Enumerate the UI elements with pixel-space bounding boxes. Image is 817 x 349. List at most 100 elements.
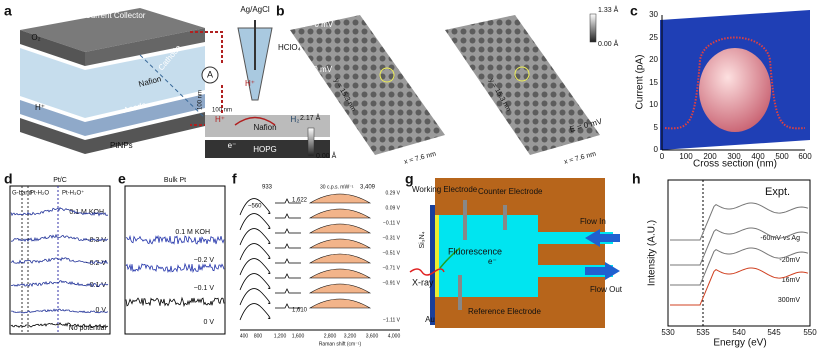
annotation: 400: [240, 333, 249, 339]
annotation: Intensity (A.U.): [647, 220, 658, 286]
annotation: Current Collector: [85, 11, 146, 20]
spectrum: [275, 288, 301, 294]
spectrum: [239, 258, 271, 276]
annotation: 0: [654, 145, 659, 154]
spectrum: [275, 303, 301, 309]
annotation: 0.09 V: [386, 205, 401, 211]
trace: [125, 296, 225, 308]
spectrum: [275, 198, 301, 204]
annotation: 500: [775, 152, 789, 161]
annotation: x = 7.6 nm: [403, 151, 437, 166]
annotation: O₂: [31, 33, 40, 42]
peak: [308, 268, 372, 279]
spectrum: [239, 243, 271, 261]
annotation: 0 V: [95, 307, 106, 314]
panel-d-art: [9, 185, 111, 335]
annotation: Nafion: [253, 123, 276, 132]
annotation: E = 800 mV: [290, 65, 333, 74]
spectrum: [275, 273, 301, 279]
peak: [308, 283, 372, 294]
annotation: 30 c.p.s. mW⁻¹: [320, 184, 354, 190]
annotation: 3,200: [344, 333, 357, 339]
annotation: ~560: [248, 204, 262, 210]
trace: [10, 322, 109, 329]
annotation: H⁺: [245, 79, 255, 88]
annotation: e⁻: [228, 141, 237, 150]
annotation: H⁺: [215, 115, 225, 124]
annotation: 100: [679, 152, 693, 161]
spectrum: [275, 213, 301, 219]
annotation: 540: [732, 328, 746, 337]
annotation: 1,600: [292, 333, 305, 339]
annotation: Counter Electrode: [478, 187, 543, 196]
xas-curve: [670, 267, 809, 306]
panel-e-art: [124, 185, 226, 335]
annotation: 2.17 Å: [300, 113, 321, 122]
annotation: 200: [703, 152, 717, 161]
peak: [308, 253, 372, 264]
annotation: Energy (eV): [713, 338, 766, 349]
annotation: 0.1 M KOH: [69, 209, 104, 216]
panel-label: a: [4, 3, 12, 19]
xas-curve: [670, 247, 809, 286]
panel-label: c: [630, 3, 638, 19]
annotation: 400: [751, 152, 765, 161]
annotation: 535: [696, 328, 710, 337]
trace: [125, 262, 225, 274]
annotation: 100 nm: [212, 108, 232, 114]
xas-curve: [670, 227, 809, 266]
annotation: 5: [654, 123, 659, 132]
trace: [11, 233, 109, 242]
xas-curve: [670, 202, 809, 241]
annotation: 100 nm: [198, 90, 204, 110]
annotation: 600: [798, 152, 812, 161]
annotation: Reference Electrode: [468, 307, 541, 316]
annotation: G-band: [12, 191, 32, 197]
annotation: 15: [649, 78, 658, 87]
annotation: −0.2 V: [194, 257, 215, 264]
annotation: −0.31 V: [383, 235, 401, 241]
peak: [308, 193, 372, 204]
annotation: Au: [425, 315, 435, 324]
annotation: −0.91 V: [383, 280, 401, 286]
annotation: 1.33 Å: [598, 5, 619, 14]
panel-label: f: [232, 171, 237, 187]
annotation: 0.00 Å: [598, 39, 619, 48]
annotation: −0.51 V: [383, 250, 401, 256]
annotation: Si₃N₄: [419, 231, 426, 248]
annotation: 20: [649, 55, 658, 64]
annotation: Bulk Pt: [164, 177, 186, 184]
annotation: 1,200: [274, 333, 287, 339]
annotation: -20mV: [779, 257, 800, 264]
annotation: No potential: [69, 325, 107, 332]
annotation: E = 0 mV: [300, 20, 334, 29]
annotation: 16mV: [782, 277, 801, 284]
panel-c-art: [660, 10, 810, 151]
annotation: Raman shift (cm⁻¹): [319, 341, 362, 347]
annotation: H⁺: [35, 103, 45, 112]
spectrum: [239, 273, 271, 291]
annotation: Expt.: [765, 186, 790, 198]
annotation: 545: [767, 328, 781, 337]
trace: [11, 308, 109, 314]
annotation: Current (pA): [635, 54, 646, 109]
annotation: 933: [262, 185, 273, 191]
spectrum: [275, 243, 301, 249]
peak: [308, 238, 372, 249]
annotation: 1,622: [292, 198, 308, 204]
panel-a-art: [20, 8, 330, 158]
annotation: −0.1 V: [86, 282, 107, 289]
annotation: x = 7.6 nm: [563, 151, 597, 166]
panel-label: g: [405, 171, 414, 187]
panel-b-art: [290, 13, 600, 157]
annotation: 0.29 V: [386, 190, 401, 196]
annotation: A: [207, 69, 213, 79]
peak: [308, 208, 372, 219]
annotation: 30: [649, 10, 658, 19]
annotation: Cross section (nm): [693, 159, 777, 170]
annotation: 4,000: [388, 333, 401, 339]
annotation: 0 V: [203, 319, 214, 326]
annotation: 1,610: [292, 308, 308, 314]
annotation: HOPG: [253, 145, 277, 154]
annotation: e⁻: [488, 257, 497, 266]
